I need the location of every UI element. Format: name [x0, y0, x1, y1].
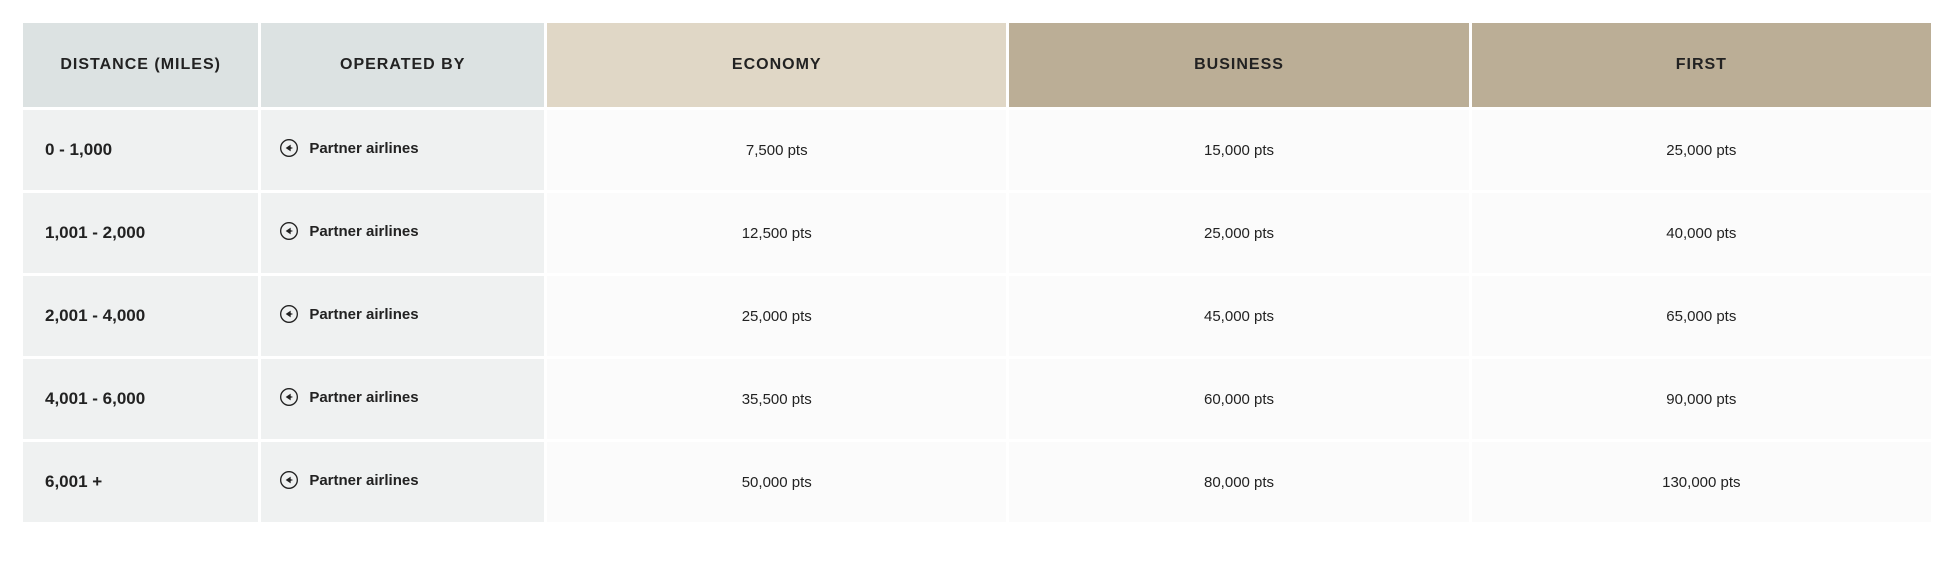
table-row: 4,001 - 6,000 Partner airlines 35,500 pt…	[23, 359, 1931, 439]
cell-operated: Partner airlines	[261, 110, 544, 190]
cell-distance: 2,001 - 4,000	[23, 276, 258, 356]
cell-first: 130,000 pts	[1472, 442, 1931, 522]
cell-economy: 7,500 pts	[547, 110, 1006, 190]
cell-operated: Partner airlines	[261, 442, 544, 522]
col-header-operated: OPERATED BY	[261, 23, 544, 107]
cell-economy: 35,500 pts	[547, 359, 1006, 439]
cell-distance: 1,001 - 2,000	[23, 193, 258, 273]
cell-first: 65,000 pts	[1472, 276, 1931, 356]
cell-business: 15,000 pts	[1009, 110, 1468, 190]
cell-distance: 0 - 1,000	[23, 110, 258, 190]
cell-economy: 12,500 pts	[547, 193, 1006, 273]
table-row: 0 - 1,000 Partner airlines 7,500 pts 15,…	[23, 110, 1931, 190]
col-header-economy: ECONOMY	[547, 23, 1006, 107]
cell-first: 40,000 pts	[1472, 193, 1931, 273]
table-row: 2,001 - 4,000 Partner airlines 25,000 pt…	[23, 276, 1931, 356]
cell-operated: Partner airlines	[261, 359, 544, 439]
airplane-icon	[279, 387, 299, 407]
cell-business: 80,000 pts	[1009, 442, 1468, 522]
cell-operated-label: Partner airlines	[309, 306, 418, 323]
points-table: DISTANCE (MILES) OPERATED BY ECONOMY BUS…	[20, 20, 1934, 525]
airplane-icon	[279, 221, 299, 241]
table-header-row: DISTANCE (MILES) OPERATED BY ECONOMY BUS…	[23, 23, 1931, 107]
cell-economy: 50,000 pts	[547, 442, 1006, 522]
cell-business: 25,000 pts	[1009, 193, 1468, 273]
cell-first: 25,000 pts	[1472, 110, 1931, 190]
cell-operated-label: Partner airlines	[309, 389, 418, 406]
cell-operated-label: Partner airlines	[309, 223, 418, 240]
cell-operated-label: Partner airlines	[309, 472, 418, 489]
table-row: 1,001 - 2,000 Partner airlines 12,500 pt…	[23, 193, 1931, 273]
cell-first: 90,000 pts	[1472, 359, 1931, 439]
airplane-icon	[279, 304, 299, 324]
cell-operated-label: Partner airlines	[309, 140, 418, 157]
cell-operated: Partner airlines	[261, 193, 544, 273]
cell-business: 60,000 pts	[1009, 359, 1468, 439]
cell-economy: 25,000 pts	[547, 276, 1006, 356]
table-body: 0 - 1,000 Partner airlines 7,500 pts 15,…	[23, 110, 1931, 522]
cell-business: 45,000 pts	[1009, 276, 1468, 356]
col-header-first: FIRST	[1472, 23, 1931, 107]
airplane-icon	[279, 138, 299, 158]
cell-distance: 4,001 - 6,000	[23, 359, 258, 439]
cell-operated: Partner airlines	[261, 276, 544, 356]
col-header-distance: DISTANCE (MILES)	[23, 23, 258, 107]
table-row: 6,001 + Partner airlines 50,000 pts 80,0…	[23, 442, 1931, 522]
cell-distance: 6,001 +	[23, 442, 258, 522]
col-header-business: BUSINESS	[1009, 23, 1468, 107]
airplane-icon	[279, 470, 299, 490]
